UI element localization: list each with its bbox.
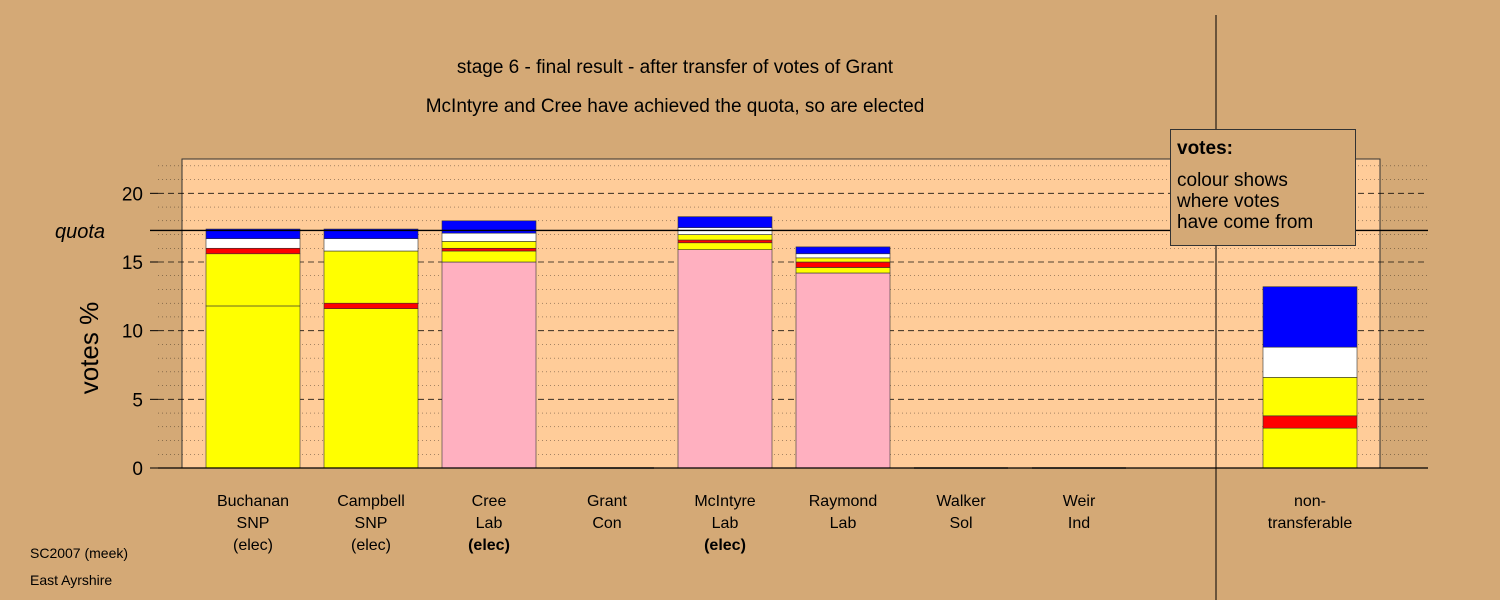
bar-segment	[441, 220, 537, 234]
bar-segment	[677, 216, 773, 228]
bar-segment	[323, 228, 419, 239]
bar-segment	[441, 232, 537, 242]
candidate-name: Raymond	[809, 493, 877, 510]
bar-segment	[323, 238, 419, 252]
bar-segment	[205, 247, 301, 255]
candidate-status: (elec)	[351, 537, 391, 554]
bar-segment	[323, 302, 419, 309]
bar-segment	[795, 267, 891, 274]
footer-source: SC2007 (meek)	[30, 545, 129, 561]
bar-segment	[677, 242, 773, 250]
non-transferable-bar-segment	[1262, 415, 1358, 429]
legend: votes: colour shows where votes have com…	[1170, 129, 1356, 246]
y-tick-label: 10	[122, 322, 143, 343]
candidate-status: (elec)	[704, 537, 746, 554]
bar-segment	[205, 238, 301, 249]
bar-segment	[795, 272, 891, 469]
candidate-party: Con	[592, 515, 621, 532]
y-tick-label: 15	[122, 253, 143, 274]
bar-segment	[677, 249, 773, 469]
candidate-status: (elec)	[468, 537, 510, 554]
quota-label: quota	[55, 221, 105, 243]
bar-segment	[795, 257, 891, 263]
candidate-party: Ind	[1068, 515, 1090, 532]
candidate-party: Lab	[712, 515, 739, 532]
bar-segment	[677, 227, 773, 235]
bar-segment	[441, 261, 537, 469]
bar-segment	[677, 239, 773, 244]
bar-segment	[795, 253, 891, 259]
candidate-status: (elec)	[233, 537, 273, 554]
candidate-name: Weir	[1063, 493, 1096, 510]
bar-segment	[205, 228, 301, 239]
y-tick-label: 5	[132, 390, 143, 411]
candidate-name: Cree	[472, 493, 507, 510]
candidate-party: Sol	[949, 515, 972, 532]
candidate-party: SNP	[237, 515, 270, 532]
bar-segment	[441, 247, 537, 252]
candidate-name: McIntyre	[694, 493, 755, 510]
bar-segment	[205, 253, 301, 307]
bar-segment	[441, 241, 537, 249]
chart-title: stage 6 - final result - after transfer …	[457, 57, 894, 78]
y-tick-label: 20	[122, 184, 143, 205]
y-tick-label: 0	[132, 459, 143, 480]
non-transferable-label: non-	[1294, 493, 1326, 510]
candidate-name: Buchanan	[217, 493, 289, 510]
non-transferable-bar-segment	[1262, 346, 1358, 378]
bar-segment	[441, 250, 537, 263]
y-axis-label: votes %	[74, 302, 104, 395]
bar-segment	[677, 234, 773, 241]
candidate-party: Lab	[476, 515, 503, 532]
legend-line: have come from	[1177, 212, 1314, 233]
legend-line: colour shows	[1177, 170, 1288, 191]
candidate-name: Campbell	[337, 493, 405, 510]
chart-subtitle: McIntyre and Cree have achieved the quot…	[426, 96, 925, 117]
candidate-name: Grant	[587, 493, 628, 510]
non-transferable-bar-segment	[1262, 377, 1358, 417]
bar-segment	[323, 250, 419, 304]
non-transferable-bar-segment	[1262, 427, 1358, 469]
legend-title: votes:	[1177, 138, 1233, 159]
non-transferable-label: transferable	[1268, 515, 1353, 532]
bar-segment	[205, 305, 301, 469]
legend-line: where votes	[1177, 191, 1280, 212]
bar-segment	[795, 261, 891, 268]
candidate-name: Walker	[936, 493, 986, 510]
candidate-party: SNP	[355, 515, 388, 532]
bar-segment	[795, 246, 891, 255]
candidate-party: Lab	[830, 515, 857, 532]
footer-region: East Ayrshire	[30, 572, 113, 588]
bar-segment	[323, 308, 419, 469]
non-transferable-bar-segment	[1262, 286, 1358, 348]
